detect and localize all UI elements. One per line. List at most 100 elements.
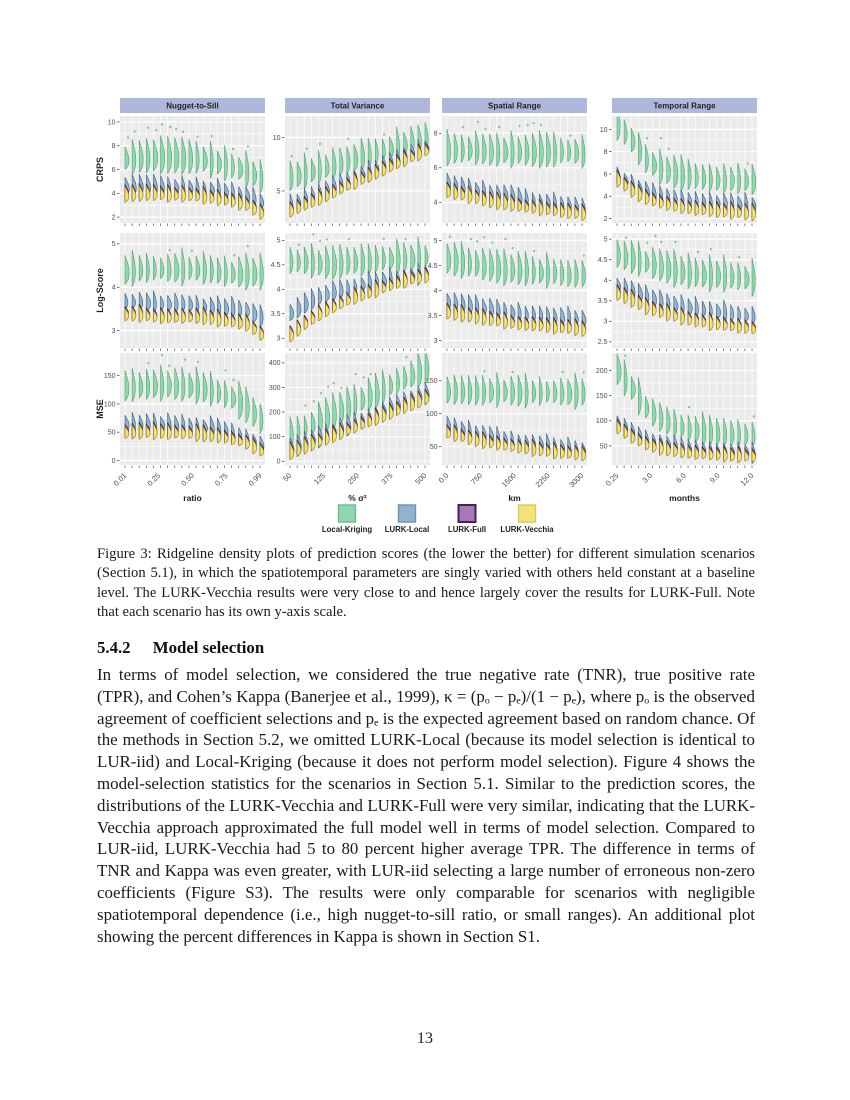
svg-text:8: 8 <box>604 149 608 156</box>
panel-Log-Score-Temporal Range: 2.5 3 3.5 4 4.5 5 <box>598 233 757 351</box>
row-label: MSE <box>95 399 105 419</box>
svg-text:100: 100 <box>426 411 438 418</box>
svg-text:4.5: 4.5 <box>271 262 281 269</box>
panel-header: Temporal Range <box>612 98 757 113</box>
svg-text:5: 5 <box>604 237 608 244</box>
svg-text:2.5: 2.5 <box>598 339 608 346</box>
x-axis-title: ratio <box>183 493 201 503</box>
svg-text:1500: 1500 <box>500 471 518 489</box>
svg-text:0.75: 0.75 <box>213 471 230 488</box>
svg-text:0.99: 0.99 <box>247 471 264 488</box>
ridges <box>616 353 757 465</box>
section-heading: 5.4.2 Model selection <box>97 638 264 658</box>
svg-text:3.0: 3.0 <box>640 471 654 485</box>
svg-text:100: 100 <box>104 401 116 408</box>
svg-text:8: 8 <box>434 131 438 138</box>
svg-text:5: 5 <box>434 238 438 245</box>
section-number: 5.4.2 <box>97 638 131 657</box>
svg-text:10: 10 <box>108 119 116 126</box>
panel-Log-Score-Total Variance: 3 3.5 4 4.5 5 <box>271 233 430 351</box>
svg-text:150: 150 <box>596 393 608 400</box>
svg-text:2: 2 <box>604 216 608 223</box>
panel-MSE-Temporal Range: 50 100 150 200 0.25 3.0 6.0 9.0 12.0 months <box>596 353 757 503</box>
legend-item: Local-Kriging <box>322 504 372 534</box>
svg-text:8: 8 <box>112 143 116 150</box>
legend-item: LURK-Full <box>448 504 486 534</box>
figure-3: Nugget-to-Sill Total Variance Spatial Rang… <box>95 96 760 544</box>
ridges <box>446 235 587 338</box>
svg-text:50: 50 <box>108 430 116 437</box>
ridges <box>124 123 265 220</box>
svg-text:4.5: 4.5 <box>428 263 438 270</box>
svg-text:10: 10 <box>273 135 281 142</box>
panel-CRPS-Spatial Range: 4 6 8 <box>434 116 587 226</box>
svg-text:6: 6 <box>112 167 116 174</box>
panel-MSE-Nugget-to-Sill: 0 50 100 150 0.01 0.25 0.50 0.75 0.99 ratio <box>104 353 265 503</box>
svg-text:0: 0 <box>112 458 116 465</box>
svg-text:3: 3 <box>434 338 438 345</box>
svg-text:4: 4 <box>112 285 116 292</box>
svg-text:6: 6 <box>434 165 438 172</box>
svg-text:150: 150 <box>426 378 438 385</box>
svg-text:4.5: 4.5 <box>598 257 608 264</box>
svg-text:12.0: 12.0 <box>739 471 756 488</box>
x-axis-title: % σ² <box>348 493 367 503</box>
svg-text:5: 5 <box>112 241 116 248</box>
svg-text:Total Variance: Total Variance <box>331 102 385 111</box>
svg-text:100: 100 <box>269 434 281 441</box>
ridges <box>616 116 757 222</box>
svg-text:Spatial Range: Spatial Range <box>488 102 541 111</box>
panel-header: Total Variance <box>285 98 430 113</box>
svg-text:200: 200 <box>269 409 281 416</box>
ridges <box>616 234 757 335</box>
ridges <box>446 370 587 462</box>
row-label: Log-Score <box>95 268 105 313</box>
svg-text:3: 3 <box>604 319 608 326</box>
svg-text:9.0: 9.0 <box>708 471 722 485</box>
svg-text:0.25: 0.25 <box>145 471 162 488</box>
svg-text:300: 300 <box>269 385 281 392</box>
svg-text:6.0: 6.0 <box>674 471 688 485</box>
panel-CRPS-Nugget-to-Sill: 2 4 6 8 10 <box>108 116 265 226</box>
svg-text:6: 6 <box>604 171 608 178</box>
svg-text:10: 10 <box>600 127 608 134</box>
svg-text:4: 4 <box>434 200 438 207</box>
svg-text:3.5: 3.5 <box>428 313 438 320</box>
svg-text:0: 0 <box>277 459 281 466</box>
ridges <box>289 233 430 343</box>
svg-text:LURK-Local: LURK-Local <box>385 525 430 534</box>
figure-3-plot: Nugget-to-Sill Total Variance Spatial Rang… <box>95 98 757 534</box>
svg-text:4: 4 <box>604 278 608 285</box>
svg-text:750: 750 <box>469 471 484 486</box>
svg-text:500: 500 <box>413 471 428 486</box>
svg-text:250: 250 <box>346 471 361 486</box>
x-axis-title: months <box>669 493 700 503</box>
svg-text:4: 4 <box>277 287 281 294</box>
svg-text:2: 2 <box>112 214 116 221</box>
svg-text:0.25: 0.25 <box>604 471 621 488</box>
panel-MSE-Spatial Range: 50 100 150 0.0 750 1500 2250 3000 km <box>426 353 587 503</box>
ridges <box>289 121 430 218</box>
page-number: 13 <box>417 1030 433 1047</box>
svg-text:4: 4 <box>434 288 438 295</box>
svg-text:3: 3 <box>112 328 116 335</box>
svg-text:5: 5 <box>277 188 281 195</box>
panel-CRPS-Total Variance: 5 10 <box>273 116 430 226</box>
svg-text:3000: 3000 <box>567 471 585 489</box>
svg-text:Nugget-to-Sill: Nugget-to-Sill <box>166 102 218 111</box>
svg-text:0.0: 0.0 <box>437 471 451 485</box>
svg-text:3.5: 3.5 <box>598 298 608 305</box>
svg-text:3: 3 <box>277 336 281 343</box>
ridges <box>289 353 430 461</box>
legend-item: LURK-Vecchia <box>500 504 554 534</box>
legend-item: LURK-Local <box>385 504 430 534</box>
panel-MSE-Total Variance: 0 100 200 300 400 50 125 250 375 500 % σ² <box>269 353 430 503</box>
svg-text:Temporal Range: Temporal Range <box>653 102 716 111</box>
svg-text:LURK-Vecchia: LURK-Vecchia <box>500 525 554 534</box>
panel-CRPS-Temporal Range: 2 4 6 8 10 <box>600 116 757 226</box>
panel-header: Spatial Range <box>442 98 587 113</box>
svg-text:400: 400 <box>269 360 281 367</box>
svg-text:50: 50 <box>281 471 293 483</box>
section-title: Model selection <box>152 638 265 657</box>
